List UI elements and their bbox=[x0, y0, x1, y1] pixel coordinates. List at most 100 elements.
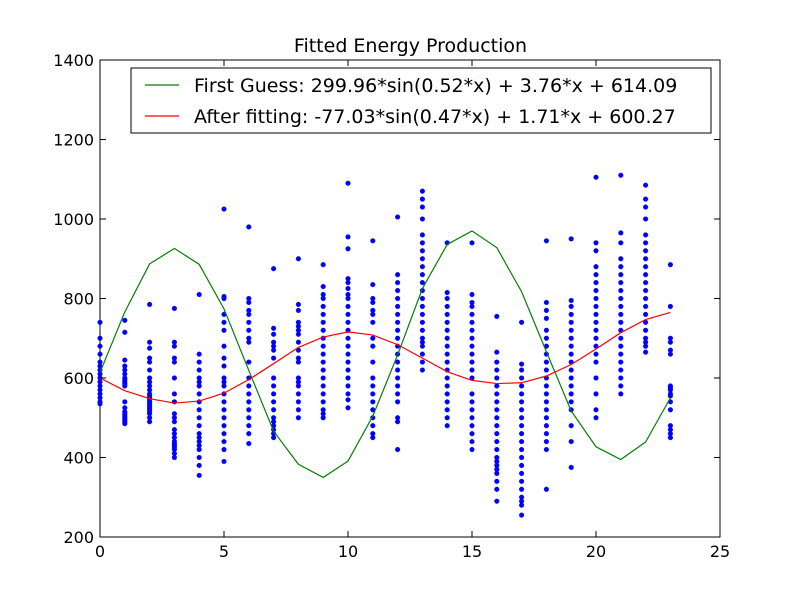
scatter-point bbox=[593, 311, 599, 317]
scatter-point bbox=[643, 240, 649, 246]
scatter-point bbox=[444, 295, 450, 302]
scatter-point bbox=[345, 343, 351, 349]
scatter-point bbox=[196, 415, 202, 421]
axis-ticks bbox=[99, 59, 721, 538]
scatter-point bbox=[370, 375, 376, 381]
scatter-point bbox=[469, 391, 475, 397]
scatter-point bbox=[469, 327, 475, 333]
scatter-point bbox=[345, 397, 351, 403]
scatter-point bbox=[221, 206, 227, 212]
scatter-point bbox=[568, 335, 574, 341]
scatter-point bbox=[395, 327, 401, 333]
scatter-point bbox=[295, 407, 301, 413]
scatter-point bbox=[494, 367, 500, 373]
scatter-point bbox=[667, 435, 673, 441]
scatter-point bbox=[444, 335, 450, 341]
y-tick-label: 200 bbox=[63, 528, 94, 547]
scatter-point bbox=[444, 399, 450, 405]
scatter-point bbox=[618, 264, 624, 270]
x-tick-label: 0 bbox=[95, 542, 105, 561]
scatter-point bbox=[419, 264, 425, 270]
scatter-point bbox=[568, 391, 574, 397]
scatter-point bbox=[370, 399, 376, 405]
scatter-point bbox=[320, 415, 326, 421]
scatter-point bbox=[667, 393, 673, 399]
scatter-point bbox=[147, 419, 153, 425]
y-tick-label: 1400 bbox=[53, 51, 94, 70]
scatter-point bbox=[221, 458, 227, 465]
scatter-point bbox=[519, 439, 525, 445]
scatter-point bbox=[196, 472, 202, 478]
scatter-point bbox=[419, 351, 425, 357]
scatter-point bbox=[643, 349, 649, 355]
scatter-point bbox=[320, 343, 326, 349]
scatter-point bbox=[271, 391, 277, 397]
scatter-point bbox=[618, 295, 624, 302]
scatter-point bbox=[320, 319, 326, 325]
scatter-point bbox=[271, 266, 277, 272]
scatter-point bbox=[345, 180, 351, 186]
scatter-point bbox=[519, 486, 525, 492]
scatter-point bbox=[667, 262, 673, 268]
scatter-point bbox=[469, 351, 475, 357]
scatter-point bbox=[593, 264, 599, 270]
scatter-point bbox=[370, 359, 376, 365]
scatter-point bbox=[221, 415, 227, 421]
scatter-point bbox=[221, 439, 227, 445]
scatter-point bbox=[345, 375, 351, 381]
scatter-point bbox=[320, 303, 326, 310]
scatter-point bbox=[246, 299, 252, 306]
scatter-point bbox=[271, 383, 277, 389]
scatter-point bbox=[295, 301, 301, 308]
scatter-point bbox=[246, 311, 252, 317]
scatter-point bbox=[494, 431, 500, 437]
scatter-point bbox=[444, 303, 450, 310]
scatter-point bbox=[271, 375, 277, 381]
scatter-point bbox=[494, 498, 500, 504]
scatter-point bbox=[246, 441, 252, 447]
y-tick-label: 1200 bbox=[53, 131, 94, 150]
scatter-point bbox=[246, 399, 252, 405]
scatter-point bbox=[593, 319, 599, 325]
scatter-point bbox=[494, 478, 500, 484]
scatter-point bbox=[444, 391, 450, 397]
scatter-point bbox=[221, 327, 227, 333]
scatter-point bbox=[469, 319, 475, 325]
scatter-point bbox=[568, 303, 574, 310]
scatter-point bbox=[593, 280, 599, 286]
scatter-point bbox=[395, 280, 401, 286]
scatter-point bbox=[370, 238, 376, 244]
scatter-point bbox=[271, 325, 277, 331]
scatter-point bbox=[469, 359, 475, 365]
scatter-point bbox=[444, 311, 450, 317]
scatter-point bbox=[171, 343, 177, 349]
scatter-point bbox=[171, 391, 177, 397]
scatter-point bbox=[196, 462, 202, 469]
scatter-point bbox=[469, 240, 475, 246]
scatter-point bbox=[543, 367, 549, 373]
scatter-point bbox=[419, 256, 425, 262]
scatter-point bbox=[345, 383, 351, 389]
scatter-point bbox=[568, 383, 574, 389]
scatter-point bbox=[221, 319, 227, 325]
legend: First Guess: 299.96*sin(0.52*x) + 3.76*x… bbox=[130, 67, 712, 134]
scatter-point bbox=[221, 355, 227, 361]
scatter-point bbox=[643, 216, 649, 222]
scatter-point bbox=[221, 295, 227, 302]
scatter-point bbox=[370, 282, 376, 288]
scatter-point bbox=[395, 367, 401, 373]
scatter-point bbox=[543, 415, 549, 421]
y-tick-label: 400 bbox=[63, 449, 94, 468]
scatter-point bbox=[419, 295, 425, 302]
x-tick-label: 5 bbox=[219, 542, 229, 561]
scatter-point bbox=[667, 351, 673, 357]
scatter-point bbox=[345, 246, 351, 252]
scatter-point bbox=[370, 299, 376, 306]
scatter-point bbox=[593, 407, 599, 413]
scatter-point bbox=[643, 232, 649, 238]
scatter-point bbox=[370, 319, 376, 325]
scatter-point bbox=[543, 335, 549, 341]
scatter-point bbox=[345, 286, 351, 292]
scatter-point bbox=[543, 391, 549, 397]
